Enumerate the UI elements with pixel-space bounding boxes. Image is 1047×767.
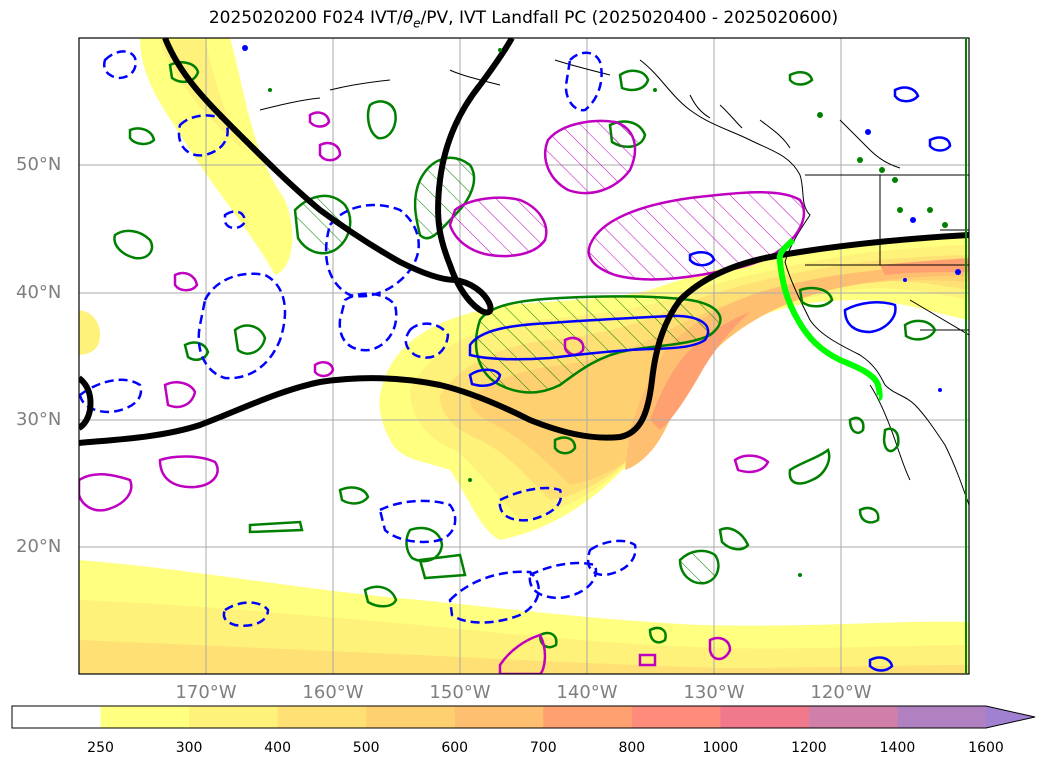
colorbar-tick-label: 250 [87, 740, 114, 756]
colorbar-tick-label: 1600 [968, 740, 1004, 756]
ivt-tropical-band [79, 560, 969, 674]
coastline [259, 59, 969, 506]
lon-label-170w: 170°W [175, 682, 237, 703]
lat-label-20n: 20°N [16, 536, 62, 557]
colorbar-tick-label: 500 [352, 740, 380, 756]
black-contours [79, 38, 969, 446]
colorbar-tick-label: 400 [264, 740, 291, 756]
lat-label-40n: 40°N [16, 282, 62, 303]
blue-solid-contours [468, 86, 952, 672]
map-title: 2025020200 F024 IVT/θe/PV, IVT Landfall … [208, 8, 839, 31]
colorbar-tick-label: 800 [618, 740, 646, 756]
lat-label-30n: 30°N [16, 409, 62, 430]
lon-label-140w: 140°W [556, 682, 618, 703]
lon-label-120w: 120°W [810, 682, 872, 703]
magenta-contours [79, 111, 806, 674]
colorbar-tick-label: 1400 [879, 740, 916, 756]
colorbar-tick-label: 700 [529, 740, 557, 756]
colorbar-tick-label: 1000 [702, 740, 739, 756]
lon-label-150w: 150°W [429, 682, 491, 703]
green-hatched-contours [293, 120, 722, 585]
colorbar-tick-label: 600 [441, 740, 469, 756]
map-frame [78, 37, 970, 675]
colorbar-tick-label: 1200 [791, 740, 827, 756]
lat-label-50n: 50°N [16, 154, 62, 175]
contour-fragments [268, 48, 948, 577]
lon-label-160w: 160°W [302, 682, 364, 703]
colorbar-tick-label: 300 [175, 740, 203, 756]
lon-label-130w: 130°W [683, 682, 745, 703]
contour-fragments-blue [242, 45, 961, 392]
ivt-landfall-line [776, 237, 883, 401]
